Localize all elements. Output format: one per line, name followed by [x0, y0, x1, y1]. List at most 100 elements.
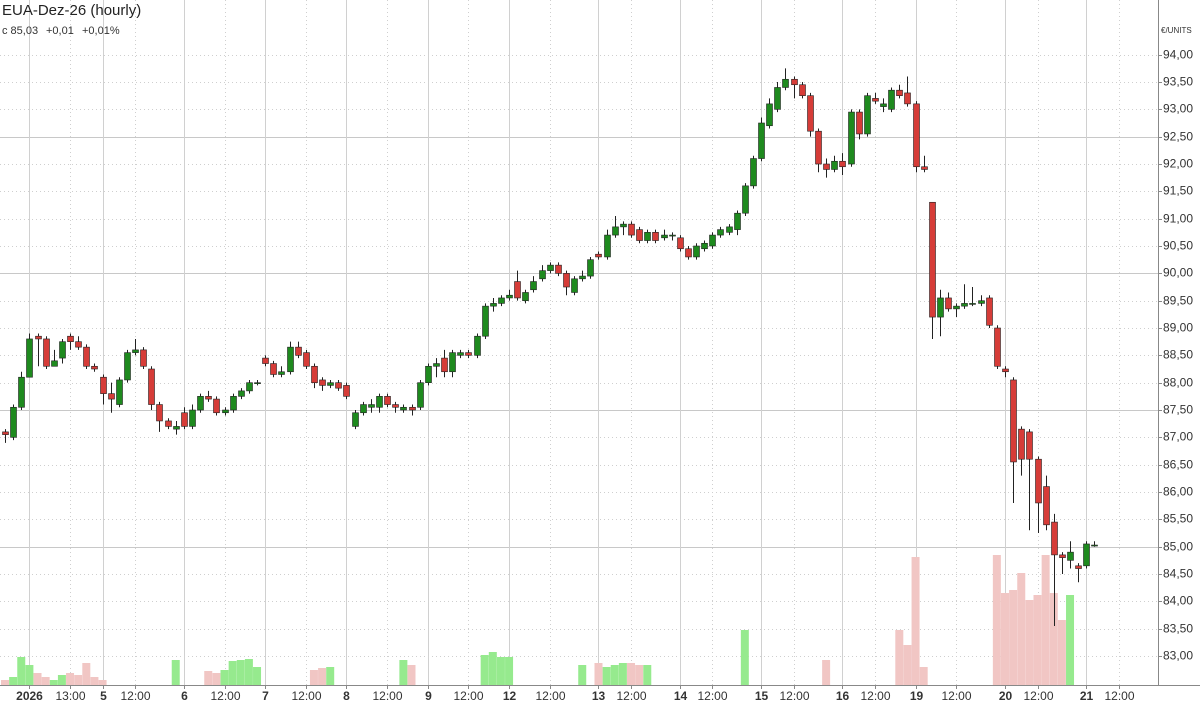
- y-tick-label: 91,00: [1163, 212, 1193, 226]
- y-tick-label: 94,00: [1163, 48, 1193, 62]
- candle-body: [1091, 544, 1098, 547]
- candle-body: [839, 160, 846, 168]
- volume-bar: [610, 665, 619, 685]
- volume-bar: [911, 557, 920, 685]
- candle-body: [815, 130, 822, 165]
- volume-bar: [57, 675, 66, 685]
- y-tick-label: 89,00: [1163, 321, 1193, 335]
- quote-close: c 85,03: [2, 25, 38, 37]
- candle-body: [238, 390, 245, 397]
- candle-body: [43, 338, 50, 367]
- y-tick-label: 93,00: [1163, 102, 1193, 116]
- volume-bar: [919, 667, 928, 685]
- volume-bar: [309, 670, 318, 685]
- y-tick-label: 88,00: [1163, 376, 1193, 390]
- candle-body: [644, 232, 651, 241]
- volume-bar: [90, 677, 99, 685]
- y-tick-label: 85,00: [1163, 540, 1193, 554]
- x-tick-label: 12: [503, 689, 517, 703]
- candle-body: [587, 259, 594, 277]
- candle-body: [59, 341, 66, 359]
- x-tick-label: 9: [425, 689, 432, 703]
- candle-body: [547, 264, 554, 271]
- candle-body: [148, 368, 155, 405]
- candle-body: [368, 404, 375, 408]
- volume-bar: [236, 660, 245, 685]
- candle-body: [782, 78, 789, 88]
- candle-body: [213, 398, 220, 414]
- candle-body: [953, 305, 960, 310]
- candle-body: [652, 232, 659, 241]
- candle-body: [457, 352, 464, 356]
- y-tick-label: 89,50: [1163, 294, 1193, 308]
- candle-body: [1067, 551, 1074, 561]
- candle-body: [417, 382, 424, 408]
- x-tick-label: 16: [836, 689, 850, 703]
- candle-body: [75, 341, 82, 348]
- candle-body: [636, 229, 643, 241]
- candle-body: [831, 160, 838, 170]
- x-tick-label: 12:00: [210, 689, 240, 703]
- x-tick-label: 12:00: [697, 689, 727, 703]
- candle-body: [156, 404, 163, 422]
- candle-body: [978, 300, 985, 304]
- x-tick-label: 5: [100, 689, 107, 703]
- candle-body: [392, 404, 399, 408]
- candle-body: [449, 352, 456, 373]
- volume-bar: [9, 677, 18, 685]
- candle-body: [823, 163, 830, 170]
- candle-body: [91, 365, 98, 370]
- candle-body: [595, 253, 602, 258]
- volume-bar: [488, 652, 497, 685]
- candle-body: [986, 297, 993, 326]
- candle-body: [335, 382, 342, 389]
- x-tick-label: 6: [181, 689, 188, 703]
- volume-bar: [635, 665, 644, 685]
- candle-body: [896, 89, 903, 96]
- candle-body: [254, 382, 261, 384]
- x-tick-label: 19: [910, 689, 924, 703]
- candle-body: [717, 229, 724, 236]
- volume-bar: [1025, 600, 1034, 685]
- candle-body: [343, 385, 350, 397]
- candle-body: [530, 281, 537, 291]
- candle-body: [132, 349, 139, 353]
- volume-bar: [171, 660, 180, 685]
- candle-body: [18, 376, 25, 408]
- y-tick-label: 88,50: [1163, 348, 1193, 362]
- y-tick-label: 83,00: [1163, 649, 1193, 663]
- candle-body: [108, 393, 115, 400]
- grid: [0, 0, 1158, 685]
- candle-body: [124, 352, 131, 381]
- candle-body: [409, 406, 416, 411]
- volume-bar: [41, 677, 50, 685]
- candle-body: [661, 234, 668, 239]
- volume-bar: [212, 673, 221, 685]
- candle-body: [465, 352, 472, 356]
- volume-bar: [82, 663, 91, 685]
- candle-body: [1083, 543, 1090, 567]
- quote-change-pct: +0,01%: [82, 25, 120, 37]
- candle-body: [742, 185, 749, 214]
- volume-bar: [253, 667, 262, 685]
- x-tick-label: 12:00: [1023, 689, 1053, 703]
- x-tick-label: 7: [262, 689, 269, 703]
- x-tick-label: 12:00: [535, 689, 565, 703]
- candle-body: [994, 327, 1001, 367]
- candle-body: [766, 103, 773, 127]
- candle-body: [116, 379, 123, 405]
- y-tick-label: 91,50: [1163, 184, 1193, 198]
- x-tick-label: 12:00: [779, 689, 809, 703]
- y-tick-label: 92,50: [1163, 130, 1193, 144]
- x-tick-label: 13: [592, 689, 606, 703]
- candle-body: [67, 335, 74, 342]
- candle-body: [83, 346, 90, 367]
- candle-body: [807, 95, 814, 132]
- candle-body: [2, 431, 9, 435]
- candle-body: [1018, 428, 1025, 460]
- x-tick-label: 21: [1080, 689, 1094, 703]
- x-tick-label: 20: [999, 689, 1013, 703]
- candle-body: [352, 412, 359, 427]
- candle-body: [1075, 565, 1082, 569]
- candle-body: [1035, 458, 1042, 504]
